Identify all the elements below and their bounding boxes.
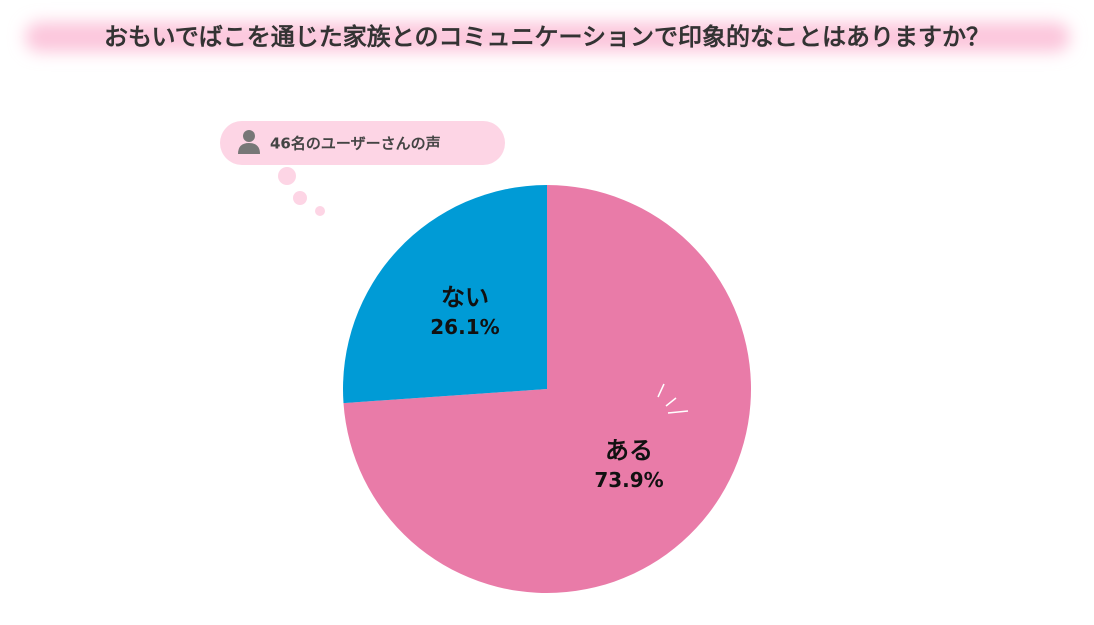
sparkle <box>657 383 689 414</box>
slice-category: ある <box>605 437 653 465</box>
bubble-body <box>220 121 505 165</box>
slice-value: 26.1% <box>430 315 499 339</box>
chart-title: おもいでばこを通じた家族とのコミュニケーションで印象的なことはありますか？ <box>104 23 990 51</box>
speech-bubble: 46名のユーザーさんの声 <box>220 121 505 216</box>
slice-category: ない <box>441 283 489 311</box>
bubble-dot <box>278 167 296 185</box>
pie <box>343 185 751 593</box>
slice-value: 73.9% <box>594 468 663 492</box>
bubble-text: 46名のユーザーさんの声 <box>270 135 441 153</box>
user-icon <box>238 130 260 154</box>
title-glow <box>25 22 1070 52</box>
bubble-dot <box>315 206 325 216</box>
pie-slice <box>343 185 751 593</box>
slice-labels: ある 73.9% ない 26.1% <box>430 283 663 492</box>
bubble-dot <box>293 191 307 205</box>
pie-slice <box>343 185 547 404</box>
